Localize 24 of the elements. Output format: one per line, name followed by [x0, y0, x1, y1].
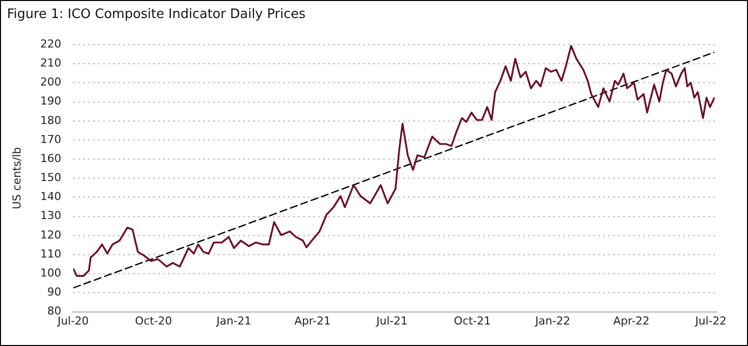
y-tick-label: 170	[40, 132, 62, 146]
x-tick-label: Jul-22	[694, 314, 727, 328]
x-tick-label: Jan-21	[215, 314, 252, 328]
x-tick-label: Oct-20	[135, 314, 172, 328]
y-tick-label: 110	[40, 247, 62, 260]
y-tick-label: 190	[40, 94, 62, 108]
y-tick-label: 130	[40, 209, 62, 222]
y-tick-label: 210	[40, 56, 62, 70]
x-tick-label: Apr-21	[294, 314, 331, 328]
y-axis-title: US cents/lb	[10, 147, 24, 210]
y-tick-label: 160	[40, 152, 62, 165]
y-tick-label: 90	[47, 286, 62, 299]
chart-title: Figure 1: ICO Composite Indicator Daily Prices	[7, 7, 306, 22]
y-tick-label: 140	[40, 190, 62, 204]
y-tick-label: 220	[40, 37, 62, 50]
x-tick-label: Apr-22	[613, 314, 650, 328]
x-tick-label: Jan-22	[534, 314, 570, 328]
x-tick-label: Oct-21	[454, 314, 491, 328]
y-tick-label: 180	[40, 114, 62, 127]
y-tick-label: 120	[40, 228, 62, 242]
x-tick-label: Jul-21	[375, 314, 408, 328]
y-tick-label: 150	[40, 171, 62, 184]
y-tick-label: 100	[40, 266, 62, 280]
y-tick-label: 200	[40, 76, 62, 89]
